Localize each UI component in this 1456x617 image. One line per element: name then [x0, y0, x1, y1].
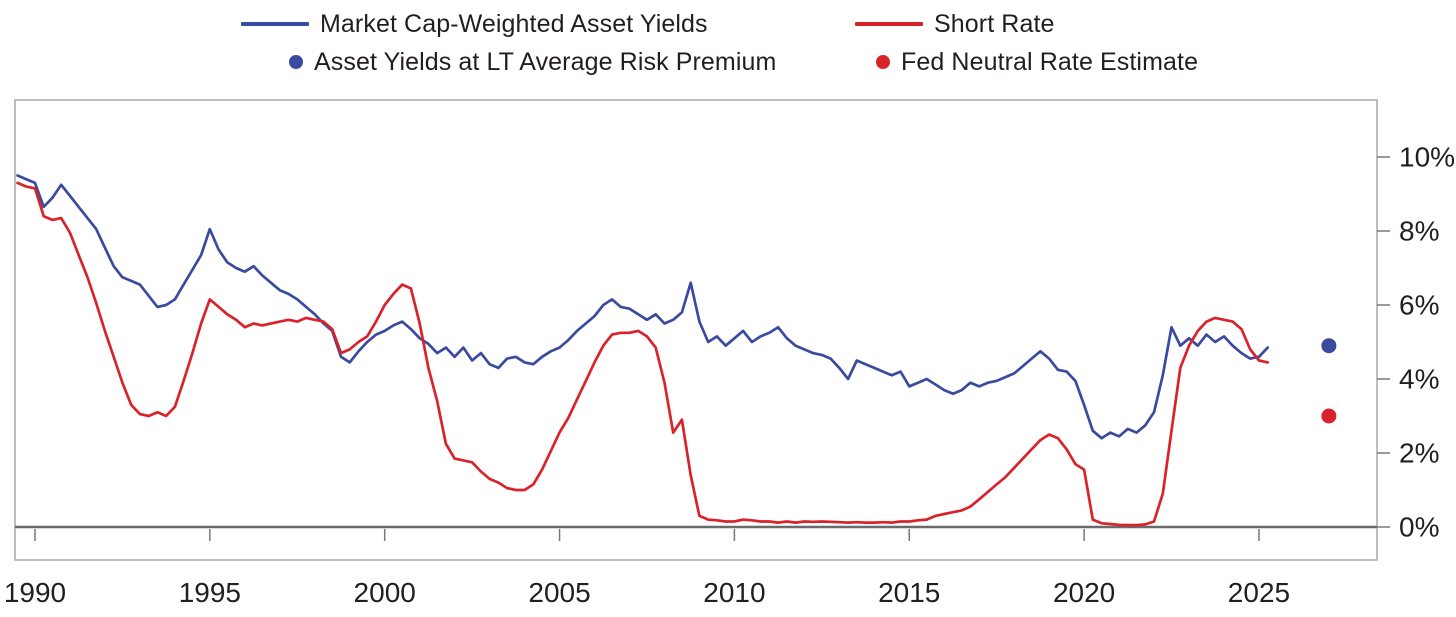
x-tick-label-1990: 1990 — [4, 577, 66, 608]
legend-item-short-rate: Short Rate — [855, 9, 1055, 39]
legend-item-fed-neutral-rate-estimate: Fed Neutral Rate Estimate — [876, 47, 1198, 77]
legend-label-market-cap-weighted-asset-yields: Market Cap-Weighted Asset Yields — [320, 9, 708, 38]
series-line-short-rate — [16, 181, 1270, 527]
legend-label-fed-neutral-rate-estimate: Fed Neutral Rate Estimate — [901, 47, 1199, 76]
x-tick-label-2020: 2020 — [1053, 577, 1115, 608]
y-tick-label-2: 2% — [1399, 438, 1439, 469]
x-tick-label-2015: 2015 — [878, 577, 940, 608]
legend-label-asset-yields-at-lt-average-risk-premium: Asset Yields at LT Average Risk Premium — [314, 47, 777, 76]
x-tick-label-2005: 2005 — [528, 577, 590, 608]
x-tick-label-1995: 1995 — [179, 577, 241, 608]
blue-line-swatch-icon — [241, 22, 309, 26]
y-tick-label-8: 8% — [1399, 216, 1439, 247]
y-tick-label-0: 0% — [1399, 512, 1439, 543]
x-tick-label-2010: 2010 — [703, 577, 765, 608]
point-asset-yields-at-lt-average-risk-premium — [1321, 338, 1337, 354]
x-tick-label-2025: 2025 — [1228, 577, 1290, 608]
series-line-market-cap-weighted-asset-yields — [16, 174, 1270, 440]
y-tick-label-4: 4% — [1399, 364, 1439, 395]
y-tick-label-6: 6% — [1399, 290, 1439, 321]
x-tick-label-2000: 2000 — [354, 577, 416, 608]
point-fed-neutral-rate-estimate — [1321, 408, 1337, 424]
legend-item-market-cap-weighted-asset-yields: Market Cap-Weighted Asset Yields — [241, 9, 708, 39]
blue-dot-swatch-icon — [289, 55, 303, 69]
plot-area-border — [14, 99, 1378, 561]
legend-label-short-rate: Short Rate — [934, 9, 1055, 38]
red-dot-swatch-icon — [876, 55, 890, 69]
red-line-swatch-icon — [855, 22, 923, 26]
y-tick-label-10: 10% — [1399, 142, 1455, 173]
legend-item-asset-yields-at-lt-average-risk-premium: Asset Yields at LT Average Risk Premium — [289, 47, 776, 77]
